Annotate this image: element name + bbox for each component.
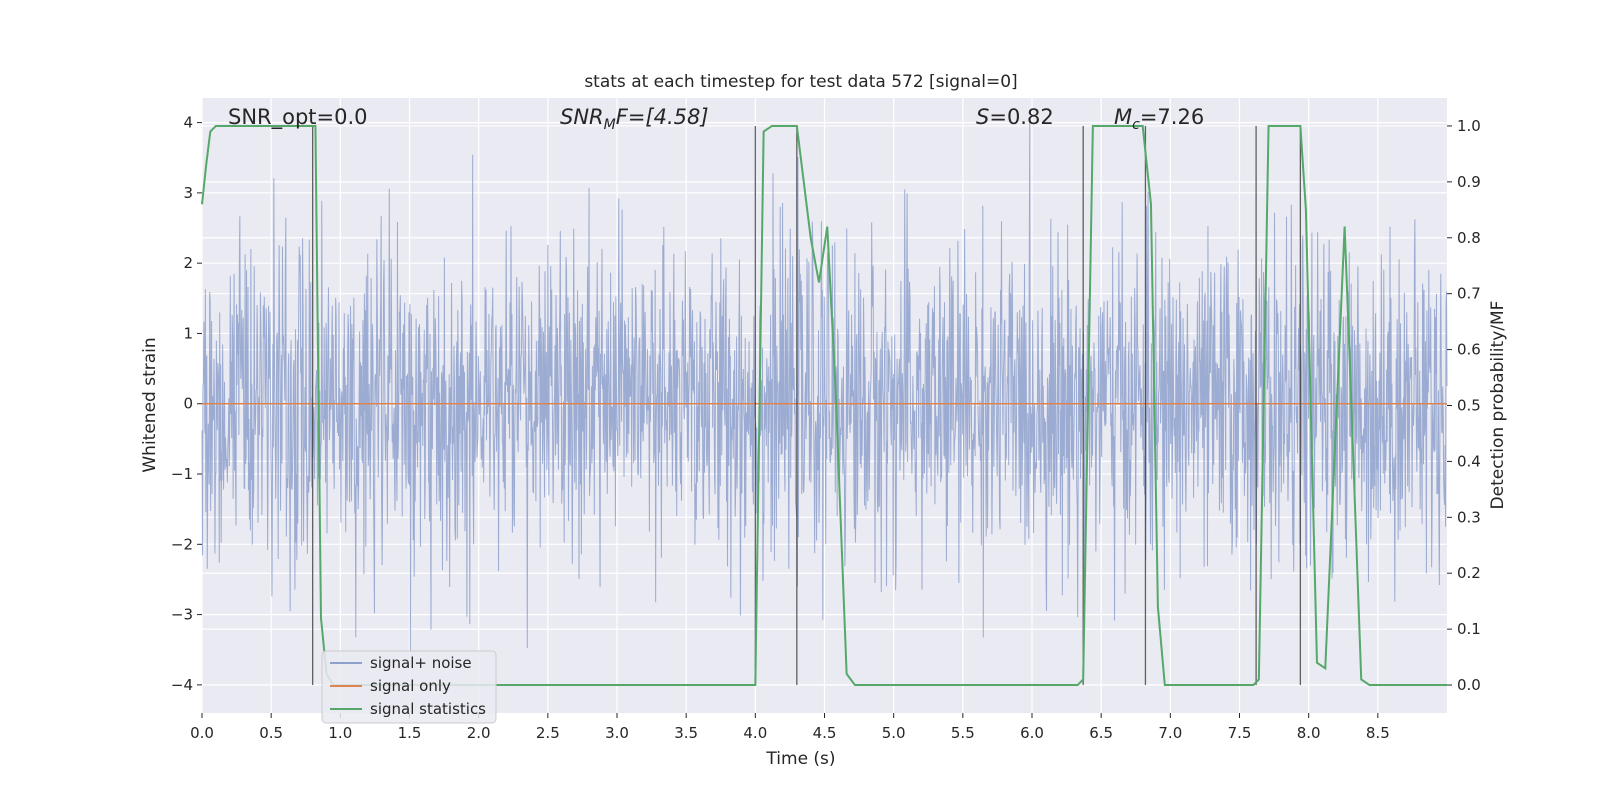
y-right-tick-label: 0.6	[1457, 341, 1481, 359]
x-tick-label: 8.5	[1366, 724, 1390, 742]
legend-label-signal-statistics: signal statistics	[370, 700, 486, 718]
x-tick-label: 7.5	[1228, 724, 1252, 742]
y-right-tick-label: 0.9	[1457, 173, 1481, 191]
y-right-tick-label: 0.7	[1457, 285, 1481, 303]
annotation-s: S=0.82	[976, 105, 1054, 129]
y-tick-label: 1	[183, 324, 193, 342]
y-tick-label: −4	[171, 676, 193, 694]
y-right-tick-label: 1.0	[1457, 117, 1481, 135]
legend-label-signal-plus-noise: signal+ noise	[370, 654, 472, 672]
y-tick-label: 4	[183, 114, 193, 132]
x-axis-title: Time (s)	[765, 749, 835, 769]
x-tick-label: 4.0	[743, 724, 767, 742]
y-right-tick-label: 0.1	[1457, 620, 1481, 638]
annotation-snr-mf: SNRMF=[4.58]	[560, 105, 709, 133]
y-tick-label: 0	[183, 395, 193, 413]
x-tick-label: 2.5	[536, 724, 560, 742]
x-tick-label: 5.0	[882, 724, 906, 742]
noise-trace	[201, 119, 1448, 653]
y-right-tick-label: 0.8	[1457, 229, 1481, 247]
legend-label-signal-only: signal only	[370, 677, 451, 695]
y-tick-label: 2	[183, 254, 193, 272]
legend: signal+ noise signal only signal statist…	[321, 650, 497, 724]
x-axis-ticks: 0.0 0.5 1.0 1.5 2.0 2.5 3.0 3.5 4.0 4.5 5.0 5.5 6.0 6…	[190, 713, 1390, 742]
y-right-tick-label: 0.5	[1457, 397, 1481, 415]
x-tick-label: 0.5	[259, 724, 283, 742]
x-tick-label: 0.0	[190, 724, 214, 742]
x-tick-label: 6.5	[1089, 724, 1113, 742]
x-tick-label: 1.0	[328, 724, 352, 742]
chart-title: stats at each timestep for test data 572…	[584, 72, 1017, 92]
x-tick-label: 7.0	[1158, 724, 1182, 742]
y-right-tick-label: 0.2	[1457, 564, 1481, 582]
series-signal-plus-noise	[201, 119, 1448, 653]
x-tick-label: 3.0	[605, 724, 629, 742]
x-tick-label: 5.5	[951, 724, 975, 742]
annotation-mc: Mc=7.26	[1114, 105, 1204, 133]
y-tick-label: −1	[171, 465, 193, 483]
y-tick-label: −3	[171, 606, 193, 624]
y-right-tick-label: 0.4	[1457, 452, 1481, 470]
y-axis-title: Whitened strain	[140, 337, 160, 472]
y-tick-label: 3	[183, 184, 193, 202]
x-tick-label: 4.5	[813, 724, 837, 742]
vertical-markers	[312, 125, 1302, 686]
y-right-tick-label: 0.3	[1457, 508, 1481, 526]
x-tick-label: 6.0	[1020, 724, 1044, 742]
x-tick-label: 2.0	[467, 724, 491, 742]
y-axis-ticks: −4 −3 −2 −1 0 1 2 3 4	[171, 114, 202, 694]
x-tick-label: 3.5	[674, 724, 698, 742]
legend-box	[321, 650, 497, 724]
y-right-axis-ticks: 0.0 0.1 0.2 0.3 0.4 0.5 0.6 0.7 0.8 0.9 1.0	[1447, 117, 1481, 694]
y-tick-label: −2	[171, 535, 193, 553]
x-tick-label: 8.0	[1297, 724, 1321, 742]
annotation-snr-opt: SNR_opt=0.0	[228, 105, 368, 130]
x-tick-label: 1.5	[398, 724, 422, 742]
y-right-tick-label: 0.0	[1457, 676, 1481, 694]
y-right-axis-title: Detection probability/MF	[1488, 301, 1508, 510]
